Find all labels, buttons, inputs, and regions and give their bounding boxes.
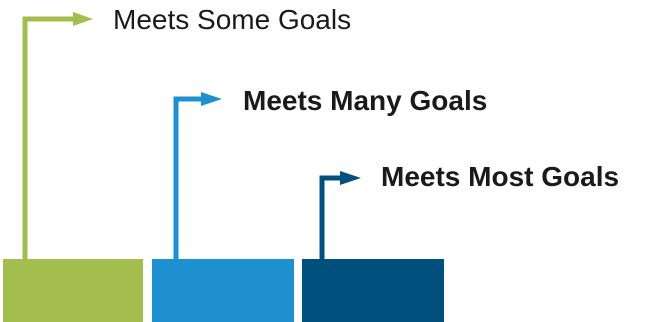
step-block-some — [3, 259, 143, 322]
step-block-most — [302, 259, 444, 322]
step-block-many — [152, 259, 294, 322]
arrow-right-icon — [73, 12, 93, 26]
step-some-goals — [3, 12, 143, 322]
arrow-right-icon — [201, 92, 222, 106]
step-most-goals — [302, 171, 444, 322]
step-connector-some — [22, 16, 75, 259]
step-label-many-goals: Meets Many Goals — [243, 85, 488, 116]
arrow-right-icon — [340, 171, 361, 185]
step-label-most-goals: Meets Most Goals — [381, 161, 620, 192]
step-many-goals — [152, 92, 294, 322]
step-connector-many — [173, 96, 203, 259]
step-connector-most — [319, 175, 342, 259]
step-label-some-goals: Meets Some Goals — [113, 4, 352, 35]
